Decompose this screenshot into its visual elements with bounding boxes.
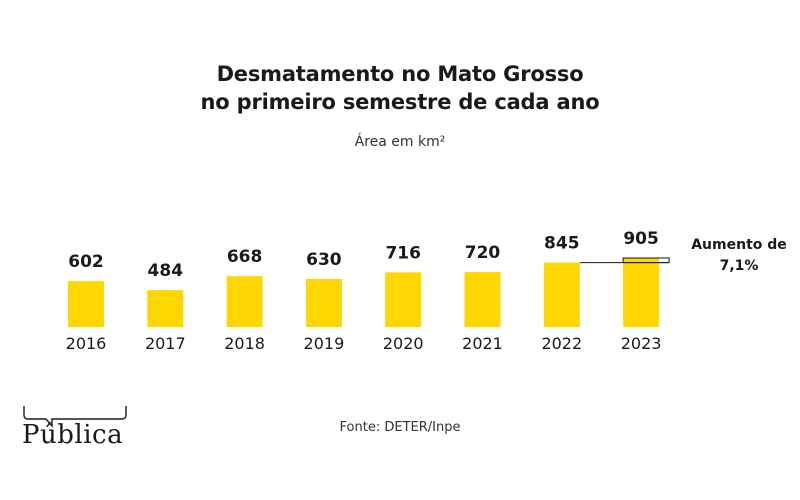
chart-subtitle: Área em km² — [354, 134, 446, 150]
x-tick-label-2020: 2020 — [383, 334, 424, 353]
x-tick-label-2021: 2021 — [462, 334, 503, 353]
annotation-increase-box — [622, 257, 670, 264]
data-label-2023: 905 — [623, 229, 659, 249]
bar-2021 — [464, 272, 501, 327]
data-label-2022: 845 — [544, 234, 580, 254]
data-label-2021: 720 — [465, 243, 501, 263]
data-label-2019: 630 — [306, 250, 342, 270]
chart-title-line-1: Desmatamento no Mato Grosso — [216, 62, 584, 86]
logo-wordmark: Pública — [22, 420, 124, 450]
x-tick-label-2017: 2017 — [145, 334, 186, 353]
data-label-2020: 716 — [385, 243, 421, 263]
speech-bracket-icon — [23, 406, 127, 428]
x-tick-label-2019: 2019 — [304, 334, 345, 353]
bar-2023 — [623, 258, 660, 327]
bar-2016 — [68, 281, 104, 327]
annotation-line-2: 7,1% — [719, 258, 759, 274]
publica-logo: Pública — [14, 398, 138, 460]
source-note: Fonte: DETER/Inpe — [339, 420, 461, 435]
x-tick-label-2016: 2016 — [66, 334, 107, 353]
annotation-line-1: Aumento de — [691, 237, 787, 253]
x-tick-label-2018: 2018 — [224, 334, 265, 353]
bar-2018 — [226, 276, 263, 327]
bar-2017 — [147, 290, 184, 327]
x-tick-label-2023: 2023 — [621, 334, 662, 353]
bar-2019 — [305, 279, 342, 327]
increase-annotation: Aumento de 7,1% — [684, 235, 794, 277]
x-tick-label-2022: 2022 — [541, 334, 582, 353]
data-label-2016: 602 — [68, 252, 104, 272]
data-label-2018: 668 — [227, 247, 263, 267]
data-label-2017: 484 — [148, 261, 184, 281]
chart-title-line-2: no primeiro semestre de cada ano — [200, 90, 600, 114]
bar-2020 — [385, 272, 422, 327]
bar-2022 — [543, 262, 580, 327]
